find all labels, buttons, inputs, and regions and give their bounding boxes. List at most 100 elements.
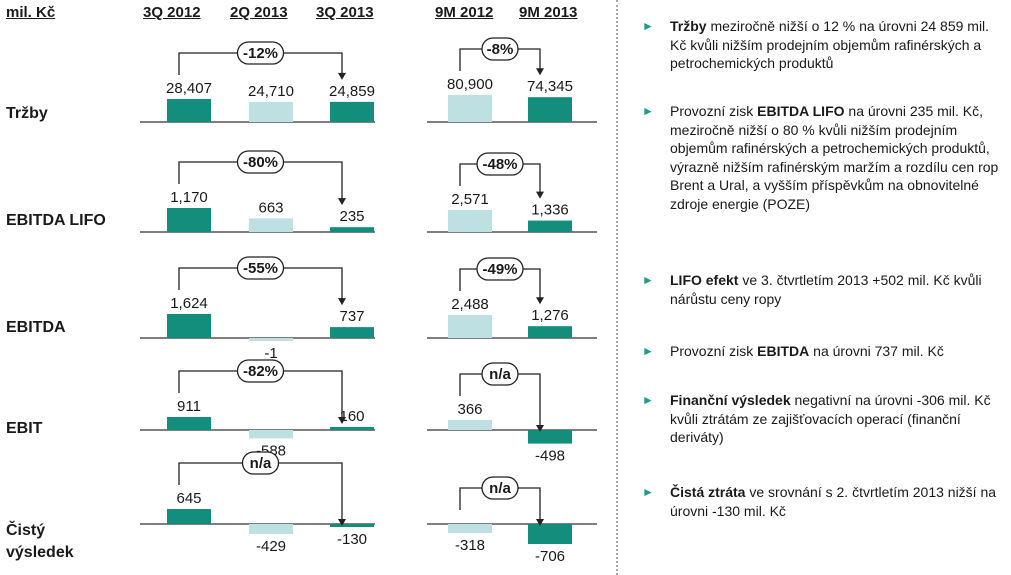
cisty-vysledek-nine-months-change-pill [481, 476, 519, 500]
bullet-text: na úrovni 737 mil. Kč [809, 343, 944, 359]
ebitda-quarterly-change-arrowhead [338, 298, 346, 306]
ebitda-nine-months-bar-0 [448, 315, 492, 338]
ebitda-nine-months-bar-1 [528, 326, 572, 338]
cisty-vysledek-quarterly-value-label-1: -429 [256, 538, 286, 555]
ebitda-lifo-quarterly-value-label-0: 1,170 [170, 189, 208, 206]
column-header-9m2013: 9M 2013 [519, 4, 578, 21]
cisty-vysledek-nine-months-value-label-0: -318 [455, 537, 485, 554]
kpi-charts: 28,407 24,710 24,859 -12% 80,900 74,345 -8% 1,1… [140, 37, 597, 565]
bullet-text: meziročně nižší o 12 % na úrovni 24 859 … [670, 18, 990, 71]
bullet-trzby: ► Tržby meziročně nižší o 12 % na úrovni… [642, 17, 1002, 73]
ebit-quarterly-change-label: -82% [243, 363, 278, 380]
unit-header: mil. Kč [6, 4, 56, 21]
trzby-nine-months-bar-1 [528, 97, 572, 122]
ebitda-lifo-quarterly-bar-2 [330, 227, 374, 232]
bullet-text: ve 3. čtvrtletím 2013 +502 mil. Kč kvůli… [670, 272, 982, 307]
bullet-arrow-icon: ► [642, 104, 654, 118]
ebitda-nine-months-value-label-1: 1,276 [531, 307, 569, 324]
ebitda-lifo-nine-months-change-arrowhead [536, 191, 544, 199]
trzby-nine-months-change-arrowhead [536, 68, 544, 76]
ebitda-lifo-quarterly-change-label: -80% [243, 154, 278, 171]
cisty-vysledek-quarterly-change-label: n/a [250, 455, 272, 472]
bullet-bold: Čistá ztráta [670, 484, 746, 500]
ebitda-nine-months-change-pill [476, 257, 524, 281]
bullet-text: negativní na úrovni -306 mil. Kč kvůli z… [670, 392, 991, 445]
cisty-vysledek-nine-months-change-arrowhead [536, 519, 544, 526]
ebitda-lifo-quarterly-value-label-1: 663 [258, 199, 283, 216]
bullet-ebitda-lifo: ► Provozní zisk EBITDA LIFO na úrovni 23… [642, 102, 1002, 213]
trzby-quarterly-value-label-1: 24,710 [248, 83, 294, 100]
ebitda-lifo-nine-months-change-label: -48% [482, 156, 517, 173]
ebit-quarterly-value-label-0: 911 [177, 398, 201, 415]
cisty-vysledek-quarterly-bar-1 [249, 524, 293, 534]
ebit-nine-months-value-label-1: -498 [535, 448, 565, 465]
trzby-quarterly-value-label-0: 28,407 [166, 80, 212, 97]
row-label-ebit: EBIT [6, 420, 43, 437]
bullet-text: ve srovnání s 2. čtvrtletím 2013 nižší n… [670, 484, 997, 519]
column-header-2q2013: 2Q 2013 [230, 4, 288, 21]
bullet-ebitda: ► Provozní zisk EBITDA na úrovni 737 mil… [642, 342, 1002, 361]
bullet-bold: Tržby [670, 18, 707, 34]
ebit-quarterly-bar-1 [249, 430, 293, 439]
column-divider [616, 0, 618, 575]
cisty-vysledek-nine-months-value-label-1: -706 [535, 548, 565, 565]
ebit-nine-months-change-arrowhead [536, 425, 544, 432]
ebit-quarterly-change-pill [236, 359, 285, 383]
ebitda-lifo-quarterly-bar-1 [249, 218, 293, 232]
ebitda-quarterly-change-label: -55% [243, 260, 278, 277]
column-header-3q2012: 3Q 2012 [143, 4, 201, 21]
cisty-vysledek-quarterly-value-label-2: -130 [337, 531, 367, 548]
bullet-bold: EBITDA [757, 343, 810, 359]
bullet-arrow-icon: ► [642, 393, 654, 407]
cisty-vysledek-quarterly-change-arrowhead [338, 519, 346, 526]
row-label-cisty-vysledek: Čistý výsledek [6, 520, 74, 564]
trzby-nine-months-bar-0 [448, 95, 492, 122]
ebit-nine-months-bar-0 [448, 420, 492, 430]
ebitda-nine-months-change-label: -49% [482, 261, 517, 278]
ebitda-lifo-nine-months-change-pill [476, 152, 524, 176]
row-label-ebitda-lifo: EBITDA LIFO [6, 212, 106, 229]
bullet-pre: Provozní zisk [670, 103, 758, 119]
trzby-nine-months-change-label: -8% [487, 41, 514, 58]
trzby-quarterly-change-arrowhead [338, 72, 346, 80]
ebitda-nine-months-change-arrowhead [536, 297, 544, 305]
trzby-quarterly-change-label: -12% [243, 45, 278, 62]
trzby-quarterly-bar-0 [167, 99, 211, 122]
trzby-quarterly-value-label-2: 24,859 [329, 83, 375, 100]
ebitda-lifo-quarterly-change-pill [236, 150, 285, 174]
bullet-arrow-icon: ► [642, 344, 654, 358]
bullet-bold: LIFO efekt [670, 272, 739, 288]
row-label-ebitda: EBITDA [6, 319, 66, 336]
ebit-nine-months-value-label-0: 366 [457, 401, 482, 418]
bullet-arrow-icon: ► [642, 485, 654, 499]
trzby-nine-months-value-label-1: 74,345 [527, 78, 573, 95]
ebitda-lifo-nine-months-value-label-1: 1,336 [531, 202, 569, 219]
ebitda-lifo-quarterly-bar-0 [167, 208, 211, 232]
ebitda-lifo-quarterly-change-arrowhead [338, 198, 346, 206]
ebitda-quarterly-change-pill [236, 256, 285, 280]
cisty-vysledek-quarterly-bar-2 [330, 524, 374, 528]
bullet-cista-ztrata: ► Čistá ztráta ve srovnání s 2. čtvrtlet… [642, 483, 1002, 520]
trzby-quarterly-change-pill [236, 41, 285, 65]
bullet-bold: EBITDA LIFO [757, 103, 845, 119]
ebit-nine-months-change-pill [481, 362, 519, 386]
bullet-financni-vysledek: ► Finanční výsledek negativní na úrovni … [642, 391, 1002, 447]
ebitda-quarterly-bar-0 [167, 314, 211, 338]
ebit-nine-months-bar-1 [528, 430, 572, 444]
column-header-3q2013: 3Q 2013 [316, 4, 374, 21]
bullet-pre: Provozní zisk [670, 343, 758, 359]
ebitda-lifo-nine-months-bar-0 [448, 210, 492, 232]
bullet-arrow-icon: ► [642, 19, 654, 33]
cisty-vysledek-nine-months-change-label: n/a [489, 480, 511, 497]
ebitda-quarterly-bar-2 [330, 327, 374, 338]
trzby-nine-months-value-label-0: 80,900 [447, 76, 493, 93]
ebitda-quarterly-bar-1 [249, 338, 293, 341]
cisty-vysledek-quarterly-bar-0 [167, 509, 211, 524]
ebit-quarterly-value-label-2: 160 [339, 408, 364, 425]
ebitda-lifo-quarterly-value-label-2: 235 [339, 208, 364, 225]
ebit-quarterly-change-arrowhead [338, 417, 346, 424]
row-label-cisty: Čistý [6, 522, 46, 539]
bullet-arrow-icon: ► [642, 273, 654, 287]
trzby-nine-months-change-pill [481, 37, 519, 61]
trzby-quarterly-bar-1 [249, 101, 293, 122]
